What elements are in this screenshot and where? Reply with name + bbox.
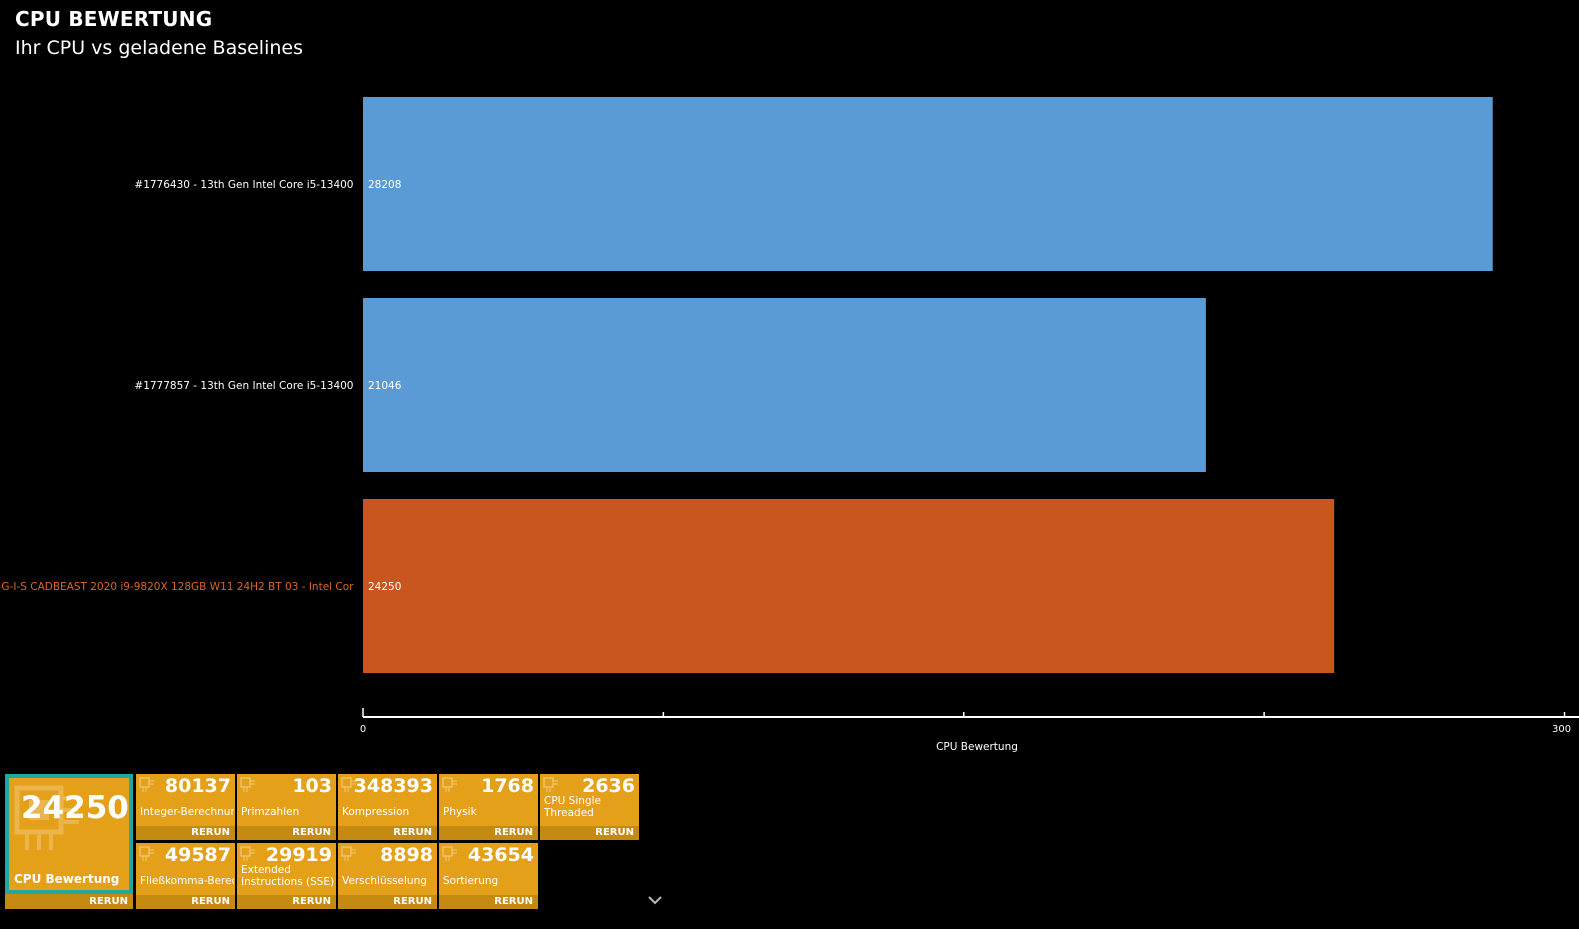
main-tile-border: 24250 CPU Bewertung (5, 774, 133, 894)
rerun-button[interactable]: RERUN (439, 895, 538, 909)
subscore-label: Primzahlen (241, 806, 300, 818)
cpu-bar-chart: #1776430 - 13th Gen Intel Core i5-13400 2… (0, 97, 1579, 753)
subscore-tile[interactable]: 49587 Fließkomma-Berechnungen RERUN (136, 843, 235, 909)
rerun-button[interactable]: RERUN (237, 826, 336, 840)
rerun-button[interactable]: RERUN (89, 896, 128, 907)
subscore-value: 29919 (265, 844, 332, 866)
subscore-value: 103 (292, 775, 332, 797)
chip-icon (543, 777, 558, 792)
bar-value-label: 21046 (368, 380, 402, 392)
rerun-button[interactable]: RERUN (338, 895, 437, 909)
subscore-tile[interactable]: 103 Primzahlen RERUN (237, 774, 336, 840)
chip-icon (240, 777, 255, 792)
subscore-label: Verschlüsselung (342, 875, 427, 887)
bar-category-label: #1776430 - 13th Gen Intel Core i5-13400 (134, 179, 353, 191)
subscore-label: Extended Instructions (SSE) (241, 864, 335, 888)
subscore-tile[interactable]: 2636 CPU Single Threaded RERUN (540, 774, 639, 840)
bar-category-label: N-G-I-S CADBEAST 2020 i9-9820X 128GB W11… (0, 581, 354, 593)
x-tick-label: 0 (360, 724, 366, 735)
subscore-label: Kompression (342, 806, 410, 818)
page-title: CPU BEWERTUNG (15, 7, 213, 31)
rerun-button[interactable]: RERUN (439, 826, 538, 840)
subscore-value: 1768 (481, 775, 534, 797)
subscore-value: 80137 (164, 775, 231, 797)
subscore-value: 49587 (164, 844, 231, 866)
page-subtitle: Ihr CPU vs geladene Baselines (15, 37, 303, 59)
subscore-tile[interactable]: 80137 Integer-Berechnungen RERUN (136, 774, 235, 840)
subscore-value: 2636 (582, 775, 635, 797)
bar-category-label: #1777857 - 13th Gen Intel Core i5-13400 (134, 380, 353, 392)
subscore-tile[interactable]: 1768 Physik RERUN (439, 774, 538, 840)
own-cpu-bar (363, 499, 1335, 673)
x-axis-label: CPU Bewertung (936, 741, 1018, 753)
bar-value-label: 28208 (368, 179, 401, 191)
rerun-button[interactable]: RERUN (338, 826, 437, 840)
rerun-button[interactable]: RERUN (540, 826, 639, 840)
rerun-button[interactable]: RERUN (237, 895, 336, 909)
x-tick-label: 300 (1552, 724, 1571, 735)
subscore-value: 348393 (353, 775, 433, 797)
rerun-button[interactable]: RERUN (136, 895, 235, 909)
chip-icon (341, 777, 356, 792)
baseline-bar (363, 97, 1493, 271)
rerun-button[interactable]: RERUN (136, 826, 235, 840)
bar-value-label: 24250 (368, 581, 401, 593)
subscore-label: Fließkomma-Berechnungen (140, 875, 234, 887)
subscore-value: 8898 (380, 844, 433, 866)
subscore-value: 43654 (467, 844, 534, 866)
subscore-tile[interactable]: 8898 Verschlüsselung RERUN (338, 843, 437, 909)
subscore-label: Sortierung (443, 875, 499, 887)
main-score-value: 24250 (21, 790, 129, 826)
main-score-label: CPU Bewertung (14, 872, 120, 886)
chip-icon (442, 777, 457, 792)
chip-icon (442, 846, 457, 861)
main-tile-face: 24250 CPU Bewertung (9, 778, 129, 890)
subscore-label: Physik (443, 806, 477, 818)
chip-icon (240, 846, 255, 861)
subscore-tile[interactable]: 29919 Extended Instructions (SSE) RERUN (237, 843, 336, 909)
chip-pattern-icon (14, 785, 79, 850)
chip-icon (139, 846, 154, 861)
subscore-tile[interactable]: 43654 Sortierung RERUN (439, 843, 538, 909)
chevron-down-icon[interactable] (647, 892, 663, 908)
cpu-score-main-tile[interactable]: 24250 CPU Bewertung RERUN (5, 774, 133, 909)
subscore-tile[interactable]: 348393 Kompression RERUN (338, 774, 437, 840)
baseline-bar (363, 298, 1206, 472)
subscore-label: Integer-Berechnungen (140, 806, 234, 818)
chip-icon (139, 777, 154, 792)
chip-icon (341, 846, 356, 861)
subscore-label: CPU Single Threaded (544, 795, 601, 819)
